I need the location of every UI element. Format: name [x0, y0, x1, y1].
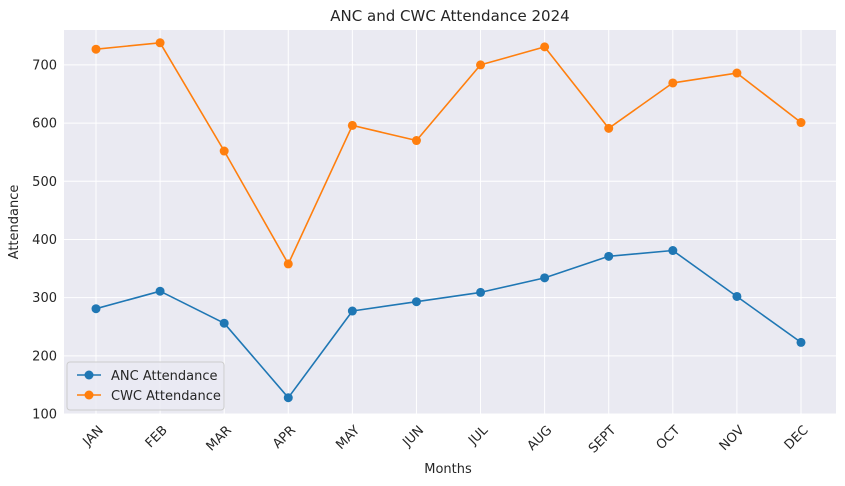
data-point	[155, 286, 165, 296]
data-point	[411, 297, 421, 307]
y-tick-label: 700	[32, 58, 57, 73]
legend-marker-anc	[84, 370, 94, 380]
y-axis-ticks: 100 200 300 400 500 600 700	[32, 58, 57, 422]
x-tick-label: MAR	[204, 423, 235, 454]
y-tick-label: 300	[32, 291, 57, 306]
x-tick-label: AUG	[525, 423, 556, 454]
x-axis-ticks: JAN FEB MAR APR MAY JUN JUL AUG SEPT OCT NOV DEC	[80, 423, 812, 457]
series-line-0	[95, 249, 802, 399]
data-point	[219, 318, 229, 328]
x-tick-label: NOV	[717, 423, 748, 454]
data-point	[668, 246, 678, 256]
data-point	[283, 259, 293, 269]
data-point	[668, 78, 678, 88]
data-point	[604, 251, 614, 261]
y-axis-label: Attendance	[7, 185, 22, 260]
data-point	[411, 136, 421, 146]
x-tick-label: SEPT	[586, 423, 619, 456]
y-tick-label: 500	[32, 175, 57, 190]
y-tick-label: 200	[32, 349, 57, 364]
x-tick-label: DEC	[782, 423, 812, 453]
x-axis-label: Months	[424, 462, 472, 477]
data-point	[219, 146, 229, 156]
gridlines	[64, 30, 836, 415]
data-point	[604, 123, 614, 133]
data-point	[796, 337, 806, 347]
data-point	[155, 38, 165, 48]
legend-marker-cwc	[84, 390, 94, 400]
series-layer	[91, 38, 806, 403]
series-line-1	[95, 41, 802, 265]
chart-title: ANC and CWC Attendance 2024	[330, 7, 569, 25]
data-point	[476, 60, 486, 70]
x-tick-label: APR	[270, 423, 299, 452]
legend-label-cwc: CWC Attendance	[111, 389, 221, 404]
y-tick-label: 600	[32, 117, 57, 132]
x-tick-label: JUL	[465, 423, 491, 449]
data-point	[347, 120, 357, 130]
data-point	[732, 291, 742, 301]
data-point	[283, 393, 293, 403]
data-point	[540, 273, 550, 283]
data-point	[347, 306, 357, 316]
data-point	[476, 287, 486, 297]
data-point	[732, 68, 742, 78]
y-tick-label: 100	[32, 408, 57, 423]
legend-label-anc: ANC Attendance	[111, 369, 218, 384]
data-point	[540, 42, 550, 52]
x-tick-label: JUN	[399, 423, 427, 451]
legend-frame	[66, 361, 225, 411]
plot-area	[64, 30, 836, 414]
data-point	[91, 44, 101, 54]
x-tick-label: FEB	[143, 423, 171, 451]
x-tick-label: JAN	[80, 423, 107, 450]
data-point	[91, 304, 101, 314]
x-tick-label: MAY	[333, 423, 363, 453]
y-tick-label: 400	[32, 233, 57, 248]
legend: ANC Attendance CWC Attendance	[66, 361, 225, 411]
x-tick-label: OCT	[654, 423, 684, 453]
data-point	[796, 118, 806, 128]
